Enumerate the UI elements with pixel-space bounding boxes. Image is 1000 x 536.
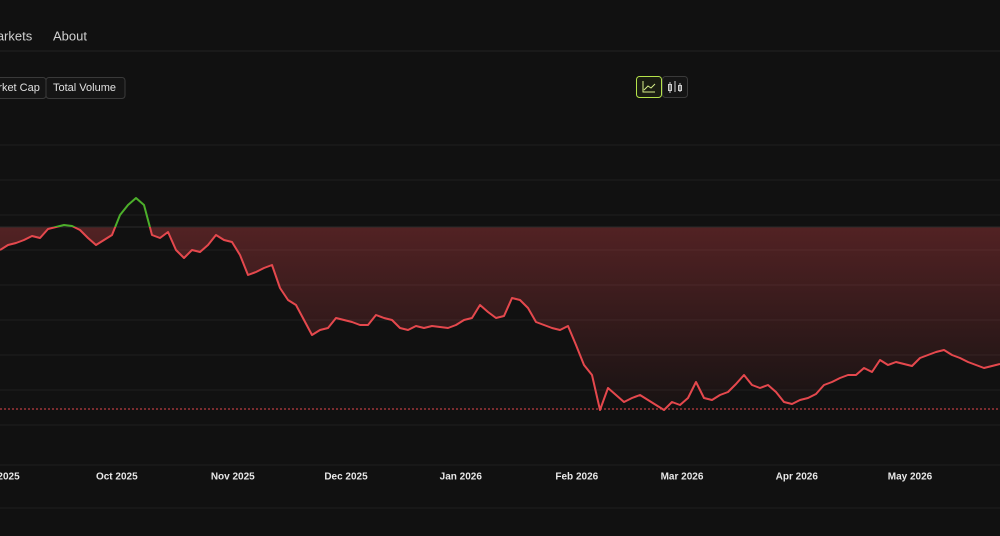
line-icon bbox=[642, 81, 656, 93]
x-tick-label: Mar 2026 bbox=[661, 472, 704, 483]
candle-icon bbox=[678, 85, 682, 91]
tab-label[interactable]: Market Cap bbox=[0, 82, 40, 94]
x-tick-label: Feb 2026 bbox=[555, 472, 598, 483]
x-tick-label: May 2026 bbox=[888, 472, 933, 483]
area bbox=[0, 227, 1000, 410]
x-tick-label: Dec 2025 bbox=[324, 472, 368, 483]
plot: Sep 2025 Oct 2025 Nov 2025 Dec 2025 Jan 2026… bbox=[0, 197, 1000, 483]
nav-link[interactable]: About bbox=[53, 28, 87, 43]
nav-link[interactable]: Markets bbox=[0, 28, 33, 43]
x-tick-label: Jan 2026 bbox=[440, 472, 483, 483]
tab-label[interactable]: Total Volume bbox=[53, 82, 116, 94]
tab-button[interactable] bbox=[45, 77, 126, 99]
candle-icon bbox=[668, 84, 672, 91]
x-tick-label: Oct 2025 bbox=[96, 472, 138, 483]
x-tick-label: Nov 2025 bbox=[211, 472, 255, 483]
price-line bbox=[0, 197, 1000, 411]
x-tick-label: Sep 2025 bbox=[0, 472, 20, 483]
x-tick-label: Apr 2026 bbox=[776, 472, 819, 483]
